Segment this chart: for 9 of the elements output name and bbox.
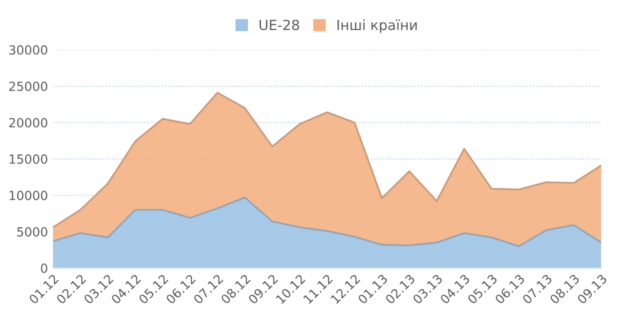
- y-tick-label: 10000: [10, 190, 48, 200]
- y-tick-label: 5000: [17, 227, 48, 237]
- legend-label: Інші країни: [337, 19, 417, 33]
- y-tick-label: 25000: [9, 82, 48, 92]
- y-tick-label: 30000: [9, 45, 48, 55]
- y-tick-label: 0: [40, 264, 48, 273]
- legend-label: UE-28: [260, 20, 300, 30]
- y-tick-label: 15000: [10, 154, 48, 164]
- y-tick-label: 20000: [9, 118, 48, 128]
